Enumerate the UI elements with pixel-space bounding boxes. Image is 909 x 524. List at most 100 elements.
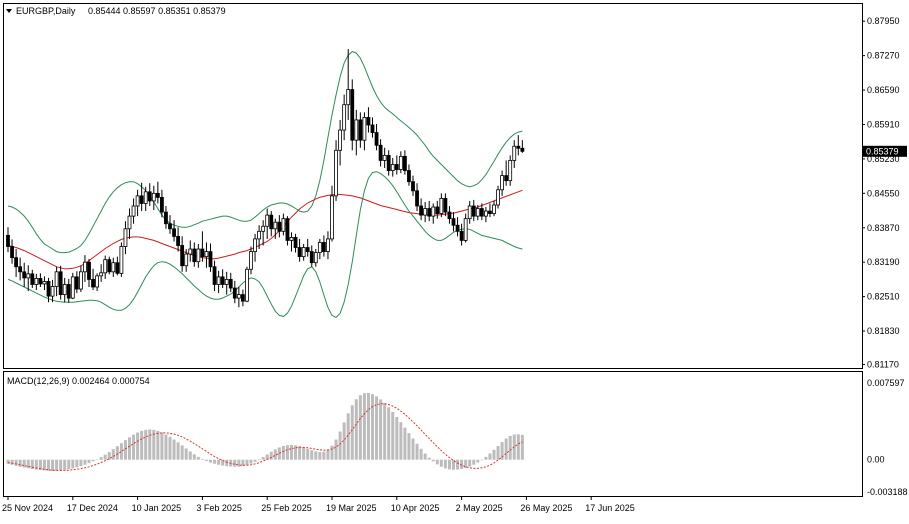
- candle-body: [103, 259, 108, 274]
- time-tick-label: 10 Jan 2025: [132, 503, 182, 513]
- candle-body: [423, 208, 428, 216]
- candle: [95, 273, 99, 292]
- macd-histogram-bar: [456, 459, 460, 470]
- time-axis: 25 Nov 2024 17 Dec 2024 10 Jan 2025 3 Feb 2…: [2, 496, 635, 513]
- candle: [172, 220, 176, 242]
- macd-histogram-bar: [411, 438, 415, 460]
- candle-body: [95, 275, 99, 288]
- macd-histogram-bar: [452, 459, 455, 470]
- macd-histogram-bar: [188, 451, 192, 460]
- macd-histogram-bar: [217, 459, 221, 465]
- candle-body: [500, 175, 505, 191]
- candle-body: [407, 170, 411, 183]
- candle: [285, 216, 290, 246]
- candle-body: [38, 277, 43, 285]
- macd-histogram-bar: [95, 459, 99, 460]
- candle: [419, 198, 424, 221]
- price-tick-label: 0.84550: [867, 188, 900, 198]
- candle: [504, 160, 509, 186]
- candle-body: [74, 276, 79, 290]
- macd-histogram-bar: [484, 456, 488, 460]
- macd-histogram-bar: [83, 459, 87, 465]
- macd-histogram-bar: [366, 392, 370, 460]
- candle: [42, 276, 47, 291]
- candle: [467, 200, 472, 224]
- macd-histogram-bar: [427, 457, 431, 460]
- bollinger-middle-line: [7, 189, 523, 270]
- price-tick-label: 0.85230: [867, 154, 900, 164]
- candle: [411, 175, 415, 196]
- price-axis: 0.87950 0.87270 0.86590 0.85910 0.85230 0.845…: [862, 16, 900, 369]
- macd-histogram-bar: [342, 422, 346, 460]
- macd-histogram-bar: [403, 427, 407, 460]
- macd-histogram-bar: [111, 449, 115, 460]
- candle: [111, 257, 116, 277]
- macd-histogram-bar: [496, 445, 500, 460]
- macd-signal-polyline: [7, 403, 523, 472]
- candle-body: [257, 230, 262, 240]
- price-tick-label: 0.81830: [867, 326, 900, 336]
- candle-body: [447, 211, 452, 220]
- macd-histogram-bar: [67, 459, 71, 470]
- candle: [423, 201, 428, 223]
- macd-histogram-bar: [435, 459, 439, 465]
- candle-body: [471, 205, 476, 217]
- candle-body: [516, 145, 521, 149]
- candle: [46, 277, 51, 303]
- macd-histogram-bar: [306, 448, 310, 460]
- macd-histogram-bar: [55, 459, 59, 471]
- candle: [451, 212, 456, 232]
- candle-body: [228, 279, 233, 289]
- candle-body: [374, 132, 379, 146]
- macd-histogram-bar: [310, 450, 314, 460]
- candle-body: [411, 181, 415, 192]
- candle-body: [326, 238, 330, 252]
- macd-histogram-bar: [26, 459, 30, 469]
- candle: [394, 155, 399, 175]
- macd-histogram-bar: [99, 457, 103, 460]
- macd-histogram-bar: [285, 445, 289, 460]
- macd-histogram-bar: [431, 459, 435, 462]
- candle: [216, 270, 221, 294]
- candle-body: [155, 192, 160, 198]
- candle-body: [451, 218, 456, 226]
- macd-histogram-bar: [391, 411, 395, 460]
- macd-histogram-bar: [476, 459, 480, 463]
- candle-body: [366, 116, 371, 126]
- candle-body: [115, 262, 120, 274]
- candle-body: [192, 248, 197, 263]
- candle: [362, 112, 367, 151]
- candle: [99, 264, 104, 282]
- price-tick-label: 0.83190: [867, 257, 900, 267]
- collapse-triangle-icon[interactable]: [6, 9, 12, 13]
- candle: [269, 211, 274, 237]
- candle-body: [14, 257, 19, 268]
- macd-histogram-bar: [71, 459, 75, 469]
- macd-histogram-bar: [213, 459, 217, 464]
- macd-histogram-bar: [91, 459, 95, 462]
- candle: [91, 268, 95, 291]
- macd-histogram-bar: [464, 459, 468, 468]
- macd-tick-label: 0.00: [867, 455, 885, 465]
- macd-tick-label: -0.003188: [867, 487, 908, 497]
- candle-body: [483, 210, 488, 217]
- candle-body: [236, 294, 241, 299]
- candle: [257, 225, 262, 250]
- candle-body: [273, 221, 278, 230]
- candle: [475, 204, 480, 221]
- candle: [62, 277, 67, 303]
- candle-body: [443, 198, 448, 213]
- candle-body: [208, 251, 213, 268]
- candle-body: [119, 246, 124, 274]
- candle-body: [62, 284, 67, 295]
- candle: [305, 238, 310, 257]
- candle-body: [253, 238, 257, 252]
- macd-histogram-bar: [51, 459, 55, 472]
- candle: [164, 205, 168, 229]
- candle: [143, 186, 148, 212]
- candle: [83, 255, 87, 282]
- candle-body: [358, 119, 363, 141]
- candle-body: [107, 259, 112, 273]
- macd-histogram-bar: [59, 459, 63, 471]
